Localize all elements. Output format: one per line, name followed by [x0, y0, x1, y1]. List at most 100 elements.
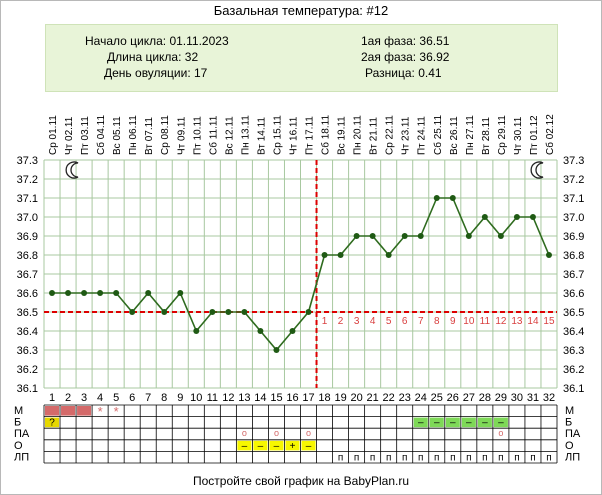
- date-label: Чт 16.11: [288, 116, 299, 155]
- x-day-label: 6: [129, 392, 135, 404]
- lh-symbol: +: [290, 441, 296, 452]
- lp-mark: п: [466, 452, 471, 463]
- temperature-point: [369, 233, 376, 239]
- y-tick-label-left: 36.1: [17, 383, 38, 395]
- lp-mark: п: [338, 452, 343, 463]
- y-tick-label-right: 36.2: [563, 364, 584, 376]
- temperature-point: [497, 233, 504, 239]
- temperature-point: [113, 290, 120, 296]
- x-day-label: 28: [479, 392, 491, 404]
- footer-link-text[interactable]: Постройте свой график на BabyPlan.ru: [192, 474, 410, 488]
- date-label: Пн 20.11: [353, 115, 364, 155]
- x-day-label: 27: [463, 392, 475, 404]
- temperature-point: [513, 214, 520, 220]
- temperature-point: [129, 309, 136, 315]
- temperature-point: [385, 252, 392, 258]
- egg-white-cell: [413, 417, 428, 428]
- lh-cell: [301, 440, 316, 451]
- temperature-point: [289, 328, 296, 334]
- y-tick-label-right: 37.1: [563, 193, 584, 205]
- lh-symbol: –: [242, 441, 248, 452]
- x-day-label: 16: [286, 392, 298, 404]
- temperature-point: [273, 347, 280, 353]
- row-label-right: ПА: [565, 428, 581, 440]
- temperature-point: [81, 290, 88, 296]
- date-label: Ср 15.11: [272, 115, 283, 155]
- period-cell: [45, 406, 60, 416]
- y-tick-label-right: 36.8: [563, 250, 584, 262]
- egg-white-dash: –: [482, 418, 488, 429]
- temperature-point: [49, 290, 56, 296]
- x-day-label: 23: [399, 392, 411, 404]
- egg-white-dash: –: [434, 418, 440, 429]
- row-label-left: О: [14, 440, 23, 452]
- row-label-right: ЛП: [565, 451, 580, 463]
- x-day-label: 19: [334, 392, 346, 404]
- intercourse-mark: o: [274, 428, 279, 438]
- lp-mark: п: [546, 452, 551, 463]
- phase1-text: 1ая фаза: 36.51: [361, 34, 450, 48]
- date-label: Пт 10.11: [192, 116, 203, 155]
- cycle-info-box: Начало цикла: 01.11.2023 Длина цикла: 32…: [45, 24, 558, 92]
- egg-white-cell: [429, 417, 444, 428]
- x-day-label: 26: [447, 392, 459, 404]
- x-day-label: 24: [415, 392, 427, 404]
- date-label: Сб 02.12: [544, 114, 556, 155]
- y-tick-label-left: 37.0: [17, 212, 38, 224]
- date-label: Вт 14.11: [256, 117, 267, 155]
- date-label: Ср 01.11: [48, 115, 59, 155]
- date-label: Пт 01.12: [529, 115, 540, 155]
- chart-title: Базальная температура: #12: [213, 3, 389, 18]
- egg-white-dash: –: [498, 418, 504, 429]
- lp-mark: п: [386, 452, 391, 463]
- intercourse-mark: o: [498, 428, 503, 438]
- x-day-label: 29: [495, 392, 507, 404]
- date-label: Пн 13.11: [240, 115, 251, 155]
- date-label: Пн 27.11: [465, 115, 476, 155]
- luteal-day-number: 5: [386, 316, 392, 327]
- temperature-point: [209, 309, 216, 315]
- luteal-day-number: 2: [338, 316, 344, 327]
- lp-mark: п: [498, 452, 503, 463]
- luteal-day-number: 3: [354, 316, 360, 327]
- temperature-point: [305, 309, 312, 315]
- lh-cell: [237, 440, 252, 451]
- date-label: Сб 18.11: [320, 115, 332, 155]
- cycle-length-text: Длина цикла: 32: [107, 50, 199, 64]
- x-day-label: 14: [254, 392, 266, 404]
- x-day-label: 31: [527, 392, 539, 404]
- x-day-label: 1: [49, 392, 55, 404]
- luteal-day-number: 13: [511, 316, 523, 327]
- row-label-left: Б: [14, 417, 21, 429]
- y-tick-label-left: 36.9: [17, 231, 38, 243]
- lp-mark: п: [354, 452, 359, 463]
- y-tick-label-left: 36.8: [17, 250, 38, 262]
- luteal-day-number: 1: [322, 316, 328, 327]
- luteal-day-number: 15: [543, 316, 555, 327]
- x-day-label: 8: [161, 392, 167, 404]
- luteal-day-number: 11: [480, 316, 491, 327]
- y-tick-label-right: 37.2: [563, 174, 584, 186]
- date-label: Сб 04.11: [95, 115, 107, 155]
- y-tick-label-right: 37.3: [563, 155, 584, 167]
- luteal-day-number: 4: [370, 316, 376, 327]
- luteal-day-number: 9: [450, 316, 456, 327]
- lh-symbol: –: [258, 441, 264, 452]
- y-tick-label-right: 36.1: [563, 383, 584, 395]
- temperature-point: [337, 252, 344, 258]
- temperature-point: [97, 290, 104, 296]
- y-tick-label-left: 36.6: [17, 288, 38, 300]
- y-tick-label-right: 37.0: [563, 212, 584, 224]
- temperature-point: [545, 252, 552, 258]
- row-label-right: О: [565, 440, 574, 452]
- date-label: Пн 06.11: [128, 115, 139, 155]
- y-tick-label-left: 36.3: [17, 345, 38, 357]
- temperature-point: [257, 328, 264, 334]
- temperature-point: [321, 252, 328, 258]
- x-day-label: 17: [302, 392, 314, 404]
- date-label: Пт 17.11: [305, 116, 316, 155]
- phase2-text: 2ая фаза: 36.92: [361, 50, 450, 64]
- row-label-left: ЛП: [14, 451, 29, 463]
- temperature-point: [193, 328, 200, 334]
- egg-white-dash: –: [418, 418, 424, 429]
